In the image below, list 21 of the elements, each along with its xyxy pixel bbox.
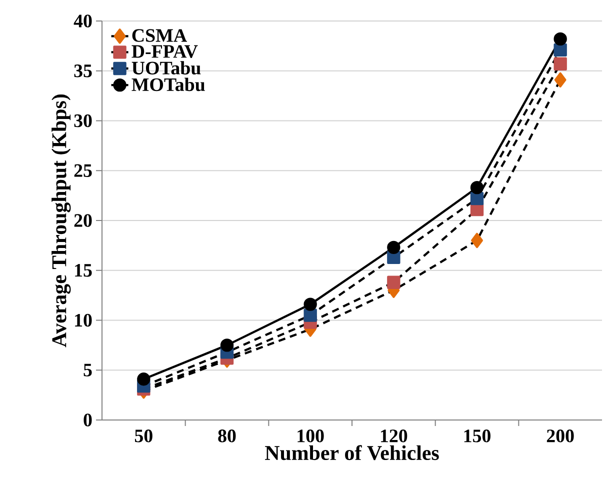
x-tick-label: 120 [380, 430, 408, 442]
y-tick-label: 35 [74, 64, 92, 78]
y-tick-label: 0 [84, 414, 92, 426]
x-tick-label: 100 [298, 430, 324, 442]
x-tick-label: 50 [134, 430, 152, 442]
x-tick-label: 150 [464, 430, 490, 442]
x-tick-label: 200 [546, 430, 574, 442]
y-tick-label: 5 [84, 364, 92, 376]
y-tick-label: 10 [75, 314, 92, 327]
legend-label: UOTabu [132, 61, 201, 75]
y-tick-label: 30 [74, 114, 92, 128]
x-axis-title: Number of Vehicles [265, 445, 439, 460]
y-tick-label: 25 [74, 164, 92, 177]
y-tick-label: 20 [74, 214, 92, 227]
legend-label: D-FPAV [132, 45, 198, 58]
legend-label: MOTabu [132, 78, 205, 92]
y-tick-label: 15 [75, 264, 92, 277]
legend-label: CSMA [132, 29, 187, 42]
x-tick-label: 80 [218, 430, 236, 442]
y-axis-title: Average Throughput (Kbps) [52, 94, 71, 348]
y-tick-label: 40 [74, 14, 92, 28]
